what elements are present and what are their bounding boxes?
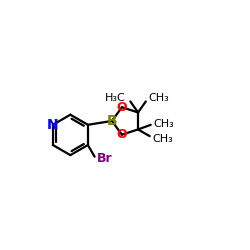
Text: N: N	[47, 118, 59, 132]
Text: H₃C: H₃C	[105, 93, 126, 103]
Text: O: O	[116, 101, 127, 114]
Text: O: O	[116, 128, 127, 141]
Text: CH₃: CH₃	[149, 93, 170, 103]
Text: CH₃: CH₃	[154, 119, 174, 129]
Text: CH₃: CH₃	[152, 134, 173, 144]
Text: Br: Br	[96, 152, 112, 165]
Text: B: B	[107, 114, 117, 128]
